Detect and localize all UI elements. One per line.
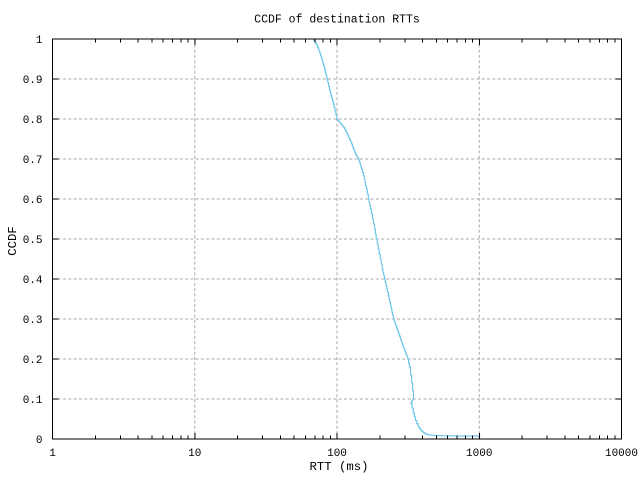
svg-text:0.2: 0.2 xyxy=(23,355,43,367)
svg-text:10: 10 xyxy=(188,448,201,460)
svg-text:CCDF of destination RTTs: CCDF of destination RTTs xyxy=(254,14,420,27)
svg-text:10000: 10000 xyxy=(605,448,638,460)
svg-text:0.4: 0.4 xyxy=(23,275,43,287)
svg-text:1000: 1000 xyxy=(466,448,492,460)
svg-text:RTT (ms): RTT (ms) xyxy=(309,460,368,474)
svg-text:1: 1 xyxy=(36,35,43,47)
svg-text:0.1: 0.1 xyxy=(23,395,43,407)
svg-text:0.8: 0.8 xyxy=(23,115,43,127)
svg-text:0.3: 0.3 xyxy=(23,315,43,327)
svg-text:100: 100 xyxy=(327,448,347,460)
svg-text:0.5: 0.5 xyxy=(23,235,43,247)
svg-text:0.7: 0.7 xyxy=(23,155,43,167)
svg-text:CCDF: CCDF xyxy=(6,226,20,256)
svg-text:0.6: 0.6 xyxy=(23,195,43,207)
svg-text:1: 1 xyxy=(49,448,56,460)
svg-text:0.9: 0.9 xyxy=(23,75,43,87)
svg-text:0: 0 xyxy=(36,435,43,447)
